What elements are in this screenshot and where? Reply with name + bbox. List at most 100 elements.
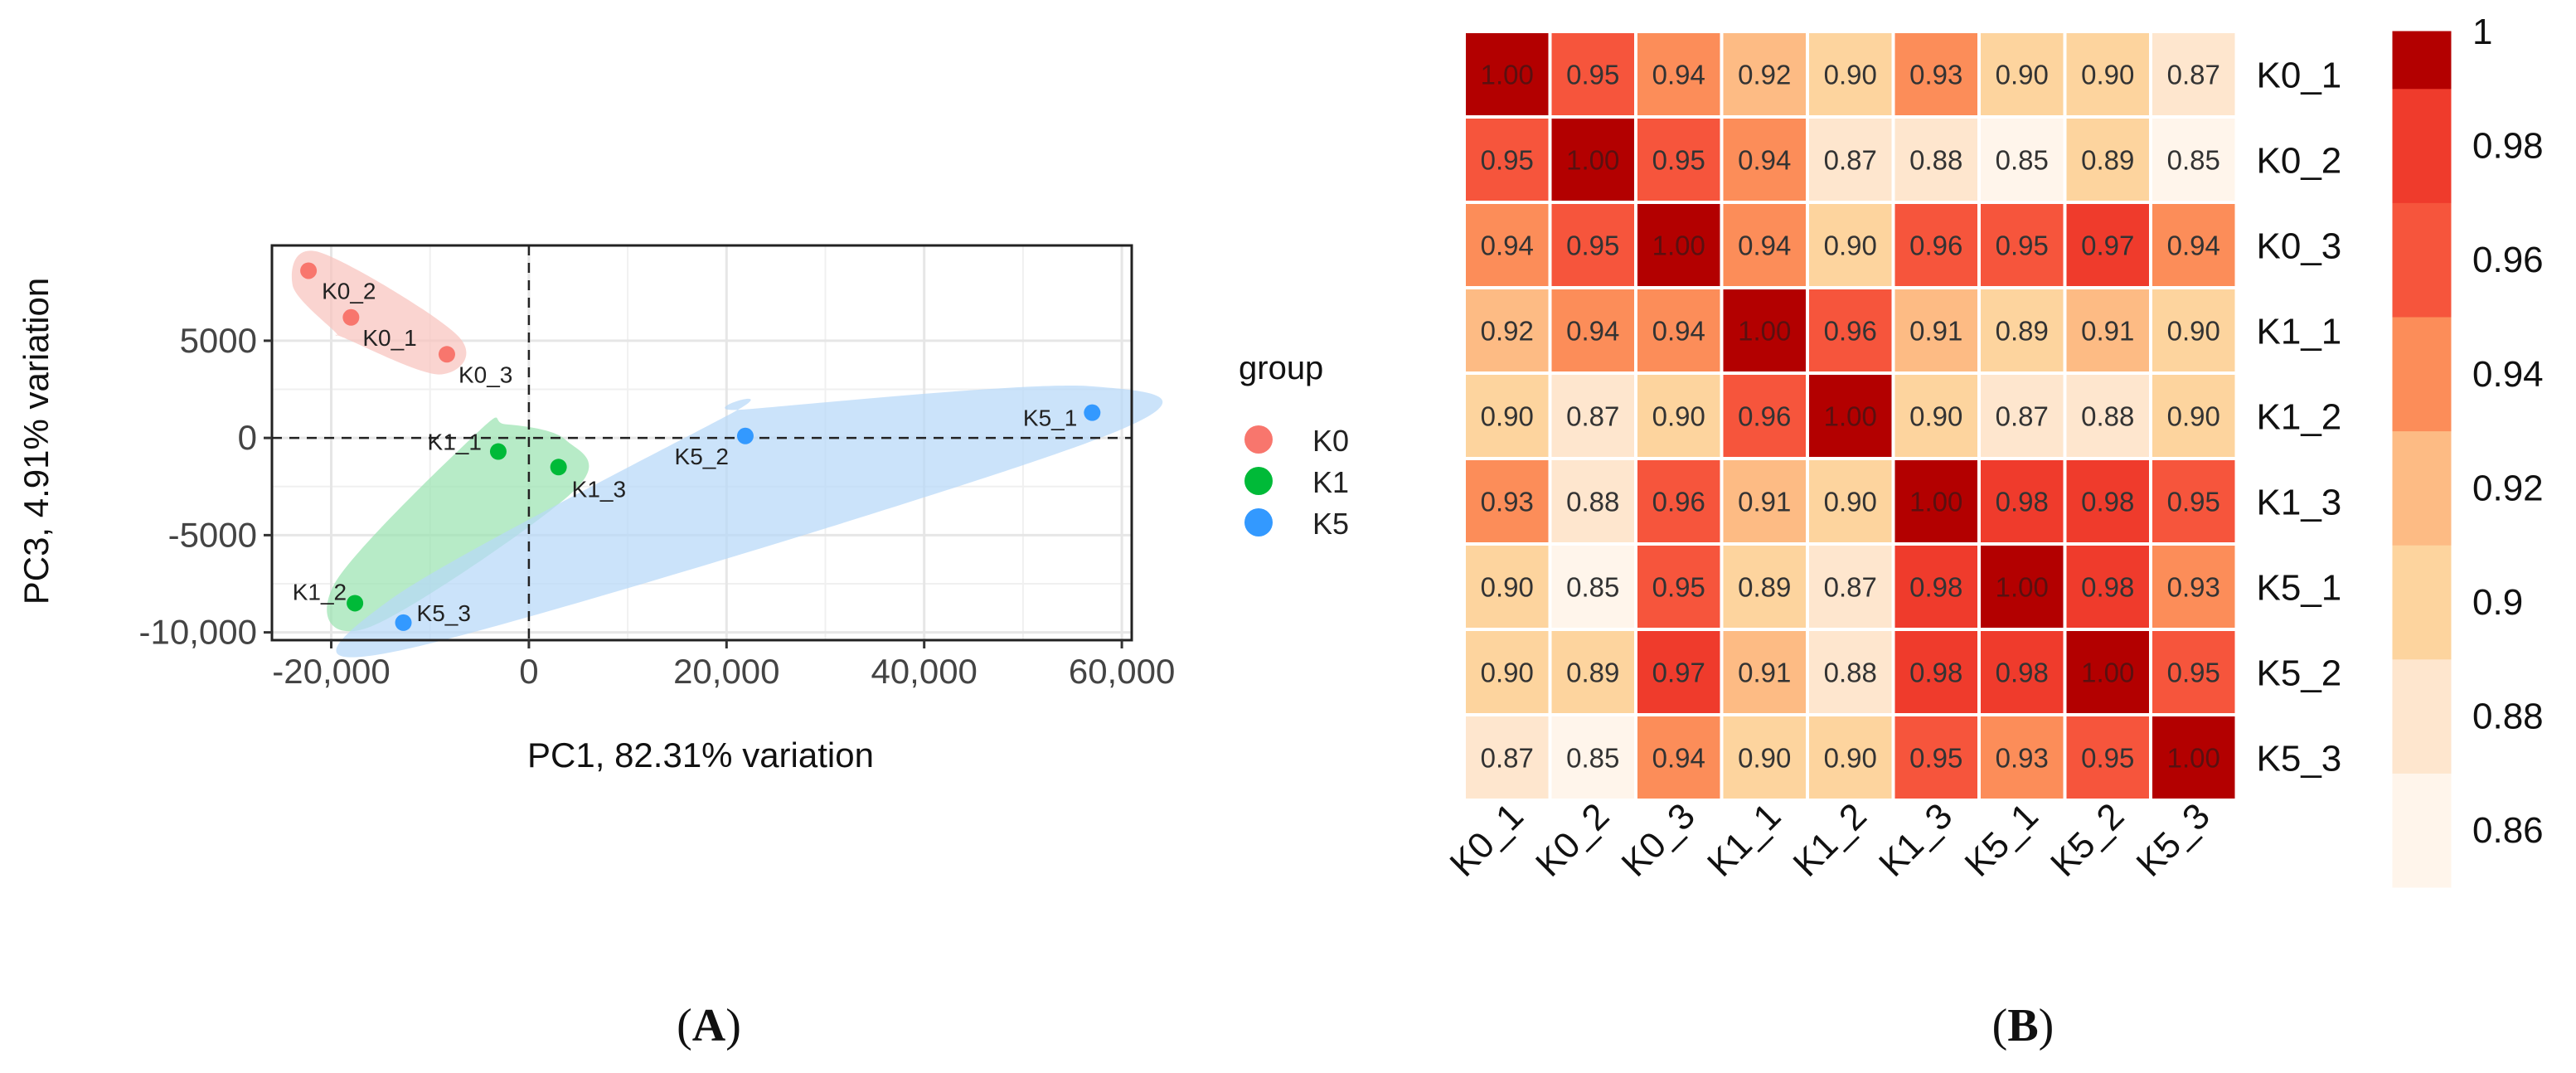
heatmap-cell-k0-3-k5-3 bbox=[2149, 201, 2239, 289]
colorbar-band bbox=[2392, 430, 2452, 546]
heatmap-cell-value: 0.88 bbox=[1824, 658, 1877, 688]
heatmap-cell-k0-1-k1-3 bbox=[1891, 30, 1981, 119]
heatmap-cell-k1-1-k0-3 bbox=[1634, 286, 1724, 375]
heatmap-cell-k1-2-k5-3 bbox=[2149, 371, 2239, 460]
heatmap-cell-value: 0.98 bbox=[1996, 487, 2049, 517]
heatmap-cell-value: 0.93 bbox=[1996, 743, 2049, 774]
heatmap-cell-value: 0.96 bbox=[1824, 316, 1877, 347]
heatmap-cell-value: 1.00 bbox=[1996, 572, 2049, 603]
heatmap-colorbar: 1 0.98 0.96 0.94 0.92 0.9 0.88 0.86 bbox=[2392, 12, 2544, 888]
point-k0-2 bbox=[300, 262, 318, 279]
heatmap-cell-value: 0.94 bbox=[1738, 145, 1791, 176]
heatmap-cell-value: 0.95 bbox=[1652, 145, 1705, 176]
heatmap-cell-k5-3-k0-2 bbox=[1548, 713, 1637, 802]
heatmap-cell-value: 0.91 bbox=[1909, 316, 1962, 347]
correlation-heatmap: 1.00 0.95 0.94 0.92 0.90 0.93 0.90 0.90 0.87 0.95… bbox=[1443, 12, 2544, 888]
heatmap-cell-k0-1-k5-3 bbox=[2149, 30, 2239, 119]
heatmap-cell-k5-2-k5-1 bbox=[1977, 628, 2067, 716]
heatmap-cell-value: 0.91 bbox=[1738, 658, 1791, 688]
pca-legend: group K0 K1 K5 bbox=[1239, 350, 1349, 541]
point-label-k5-3: K5_3 bbox=[417, 600, 471, 626]
pca-legend-items: K0 K1 K5 bbox=[1244, 424, 1349, 541]
heatmap-column-label: K1_2 bbox=[1786, 795, 1875, 884]
colorbar-tick-label: 0.96 bbox=[2472, 240, 2544, 280]
heatmap-cell-k1-2-k1-1 bbox=[1720, 371, 1809, 460]
point-k5-2 bbox=[736, 427, 754, 444]
pca-x-ticks: -20,000 0 20,000 40,000 60,000 bbox=[272, 640, 1175, 691]
heatmap-cell-k0-2-k5-3 bbox=[2149, 115, 2239, 204]
heatmap-row-label: K1_2 bbox=[2257, 397, 2342, 438]
colorbar-band bbox=[2392, 316, 2452, 432]
heatmap-cell-value: 0.91 bbox=[1738, 487, 1791, 517]
heatmap-cell-value: 0.97 bbox=[1652, 658, 1705, 688]
heatmap-column-label: K0_2 bbox=[1528, 795, 1617, 884]
heatmap-cell-value: 0.91 bbox=[2081, 316, 2134, 347]
heatmap-cell-value: 0.88 bbox=[2081, 401, 2134, 432]
colorbar-band bbox=[2392, 772, 2452, 888]
pca-y-ticks: 5000 0 -5000 -10,000 bbox=[139, 321, 272, 652]
heatmap-cell-value: 0.95 bbox=[1481, 145, 1534, 176]
pca-x-tick-label: 20,000 bbox=[673, 652, 779, 691]
heatmap-cell-k0-2-k0-2 bbox=[1548, 115, 1637, 204]
heatmap-cell-k5-3-k0-3 bbox=[1634, 713, 1724, 802]
pca-y-tick-label: -5000 bbox=[168, 515, 257, 554]
point-label-k0-1: K0_1 bbox=[362, 325, 416, 351]
heatmap-cell-k0-3-k1-2 bbox=[1806, 201, 1895, 289]
heatmap-cell-value: 0.95 bbox=[1996, 231, 2049, 261]
heatmap-cell-k1-1-k1-2 bbox=[1806, 286, 1895, 375]
panel-label-b-letter: B bbox=[2007, 1000, 2038, 1051]
heatmap-cell-value: 0.95 bbox=[2167, 658, 2220, 688]
point-label-k5-1: K5_1 bbox=[1023, 405, 1077, 431]
heatmap-cell-value: 0.90 bbox=[1909, 401, 1962, 432]
heatmap-cell-k1-1-k1-3 bbox=[1891, 286, 1981, 375]
pca-x-tick-label: 0 bbox=[519, 652, 538, 691]
heatmap-cell-value: 0.90 bbox=[2167, 401, 2220, 432]
heatmap-cell-k0-3-k1-3 bbox=[1891, 201, 1981, 289]
heatmap-cell-k5-3-k1-3 bbox=[1891, 713, 1981, 802]
heatmap-column-label: K5_2 bbox=[2043, 795, 2132, 884]
pca-points bbox=[300, 262, 1101, 631]
point-k1-1 bbox=[489, 443, 507, 460]
heatmap-cell-value: 0.97 bbox=[2081, 231, 2134, 261]
colorbar-tick-label: 0.94 bbox=[2472, 354, 2544, 395]
heatmap-cell-k0-3-k0-1 bbox=[1463, 201, 1552, 289]
heatmap-cell-value: 0.94 bbox=[1652, 316, 1705, 347]
heatmap-cell-value: 0.87 bbox=[1566, 401, 1619, 432]
heatmap-cell-k0-3-k5-2 bbox=[2063, 201, 2152, 289]
heatmap-cell-value: 0.90 bbox=[1738, 743, 1791, 774]
heatmap-cell-value: 0.90 bbox=[1824, 60, 1877, 90]
heatmap-cell-k1-1-k5-2 bbox=[2063, 286, 2152, 375]
colorbar-tick-label: 0.98 bbox=[2472, 126, 2544, 167]
heatmap-column-labels: K0_1K0_2K0_3K1_1K1_2K1_3K5_1K5_2K5_3 bbox=[1443, 795, 2218, 884]
colorbar-tick-label: 0.88 bbox=[2472, 697, 2544, 737]
heatmap-cell-value: 0.96 bbox=[1652, 487, 1705, 517]
heatmap-cell-value: 0.98 bbox=[1996, 658, 2049, 688]
heatmap-cell-value: 1.00 bbox=[1652, 231, 1705, 261]
heatmap-cell-k1-1-k5-1 bbox=[1977, 286, 2067, 375]
heatmap-row-label: K5_1 bbox=[2257, 568, 2342, 609]
heatmap-cell-value: 0.90 bbox=[1824, 487, 1877, 517]
heatmap-cell-value: 0.90 bbox=[2167, 316, 2220, 347]
heatmap-cell-k5-2-k0-2 bbox=[1548, 628, 1637, 716]
pca-point-labels: K0_1 K0_2 K0_3 K1_1 K1_2 K1_3 K5_1 K5_2 K5_3 bbox=[293, 278, 1078, 625]
heatmap-cell-value: 0.92 bbox=[1481, 316, 1534, 347]
panel-label-b-open: ( bbox=[1992, 1000, 2008, 1051]
pca-legend-title: group bbox=[1239, 350, 1323, 386]
heatmap-cell-value: 0.93 bbox=[1909, 60, 1962, 90]
pca-reference-lines bbox=[272, 245, 1132, 640]
heatmap-cell-value: 0.98 bbox=[1909, 658, 1962, 688]
pca-x-tick-label: 60,000 bbox=[1069, 652, 1175, 691]
heatmap-cell-k5-2-k0-3 bbox=[1634, 628, 1724, 716]
heatmap-cell-k0-1-k0-1 bbox=[1463, 30, 1552, 119]
heatmap-cell-value: 1.00 bbox=[1738, 316, 1791, 347]
heatmap-cell-value: 0.90 bbox=[2081, 60, 2134, 90]
legend-key-k1 bbox=[1244, 467, 1273, 495]
point-label-k5-2: K5_2 bbox=[675, 444, 729, 469]
heatmap-cell-value: 1.00 bbox=[2167, 743, 2220, 774]
heatmap-cell-value: 0.95 bbox=[1652, 572, 1705, 603]
legend-label-k5: K5 bbox=[1312, 507, 1349, 541]
point-k1-3 bbox=[550, 459, 567, 476]
point-k0-3 bbox=[438, 346, 455, 363]
pca-y-tick-label: 5000 bbox=[180, 321, 257, 360]
colorbar-tick-label: 0.92 bbox=[2472, 468, 2544, 508]
